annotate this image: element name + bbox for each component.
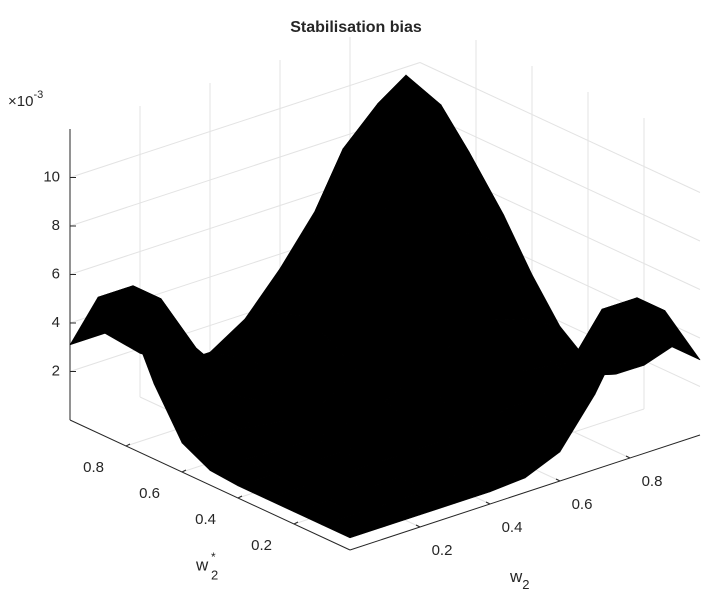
x-label-base: w: [509, 567, 523, 586]
y-tick-label: 0.2: [251, 537, 272, 554]
x-tick: [415, 524, 421, 528]
x-tick: [555, 478, 561, 482]
y-tick: [237, 495, 243, 499]
z-tick-label: 6: [52, 265, 60, 282]
y-tick: [125, 443, 131, 447]
y-label-sub: 2: [211, 567, 218, 582]
y-axis: [69, 419, 351, 551]
grid-line: [69, 62, 421, 178]
x-tick: [485, 501, 491, 505]
y-label-sup: *: [211, 550, 216, 564]
z-tick-label: 8: [52, 217, 60, 234]
x-tick-label: 0.8: [642, 473, 663, 490]
grid-line: [419, 110, 701, 242]
y-tick-label: 0.6: [139, 485, 160, 502]
z-tick-label: 2: [52, 362, 60, 379]
y-tick-label: 0.8: [83, 459, 104, 476]
x-tick-label: 0.2: [432, 542, 453, 559]
y-axis-label: w: [195, 555, 209, 574]
z-scale-label: ×10-3: [8, 89, 43, 110]
z-scale-base: ×10: [8, 93, 33, 110]
y-tick-label: 0.4: [195, 511, 216, 528]
x-axis-label: w2: [509, 567, 530, 592]
y-tick: [293, 521, 299, 525]
chart-title: Stabilisation bias: [290, 19, 422, 36]
x-tick-label: 0.6: [572, 496, 593, 513]
x-tick-label: 0.4: [502, 519, 523, 536]
x-axis: [349, 434, 701, 551]
surface-patch: [321, 513, 386, 539]
x-label-sub: 2: [522, 577, 529, 592]
grid-line: [419, 62, 701, 193]
y-tick: [181, 469, 187, 473]
z-scale-exponent: -3: [33, 89, 43, 101]
z-tick-label: 10: [43, 168, 60, 185]
x-tick: [625, 455, 631, 459]
z-tick-label: 4: [52, 314, 60, 331]
